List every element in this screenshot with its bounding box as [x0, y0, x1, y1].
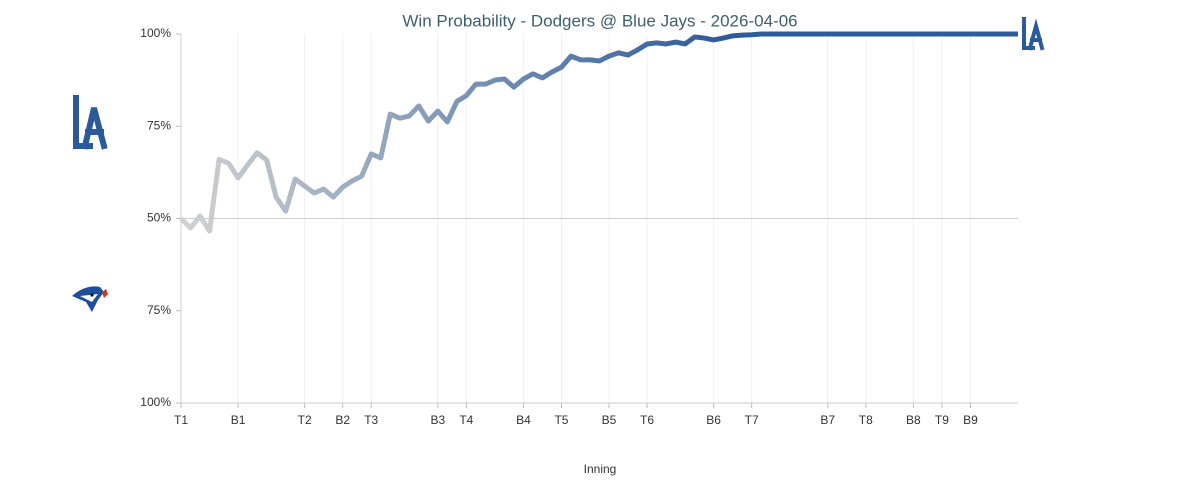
chart-title: Win Probability - Dodgers @ Blue Jays - …	[402, 11, 797, 30]
x-tick-label: T1	[174, 413, 188, 427]
y-tick-label: 75%	[147, 118, 171, 132]
x-tick-label: B4	[516, 413, 531, 427]
x-tick-label: B1	[231, 413, 246, 427]
x-tick-label: T3	[364, 413, 378, 427]
x-tick-label: B5	[602, 413, 617, 427]
x-tick-label: B8	[906, 413, 921, 427]
x-tick-label: B7	[820, 413, 835, 427]
y-tick-label: 75%	[147, 303, 171, 317]
dodgers-logo-right	[1022, 17, 1045, 51]
x-tick-label: T8	[859, 413, 873, 427]
x-tick-label: T2	[298, 413, 312, 427]
y-tick-label: 100%	[140, 26, 171, 40]
x-tick-label: B3	[430, 413, 445, 427]
x-tick-label: T9	[935, 413, 949, 427]
x-tick-label: B2	[335, 413, 350, 427]
blue-jays-logo	[72, 286, 108, 312]
y-tick-label: 100%	[140, 395, 171, 409]
x-tick-label: T6	[640, 413, 654, 427]
y-tick-label: 50%	[147, 211, 171, 225]
x-axis-label: Inning	[584, 462, 617, 476]
x-tick-label: T5	[554, 413, 568, 427]
x-tick-label: T7	[745, 413, 759, 427]
win-probability-line	[179, 31, 1018, 234]
dodgers-logo	[73, 95, 108, 150]
x-tick-label: T4	[459, 413, 473, 427]
x-tick-label: B9	[963, 413, 978, 427]
plot-area: T1 B1 T2 B2 T3 B3 T4 B4 T5 B5 T6 B6 T7 B7 T8 B8 T9 B9 100%…	[140, 26, 1018, 427]
x-tick-label: B6	[706, 413, 721, 427]
